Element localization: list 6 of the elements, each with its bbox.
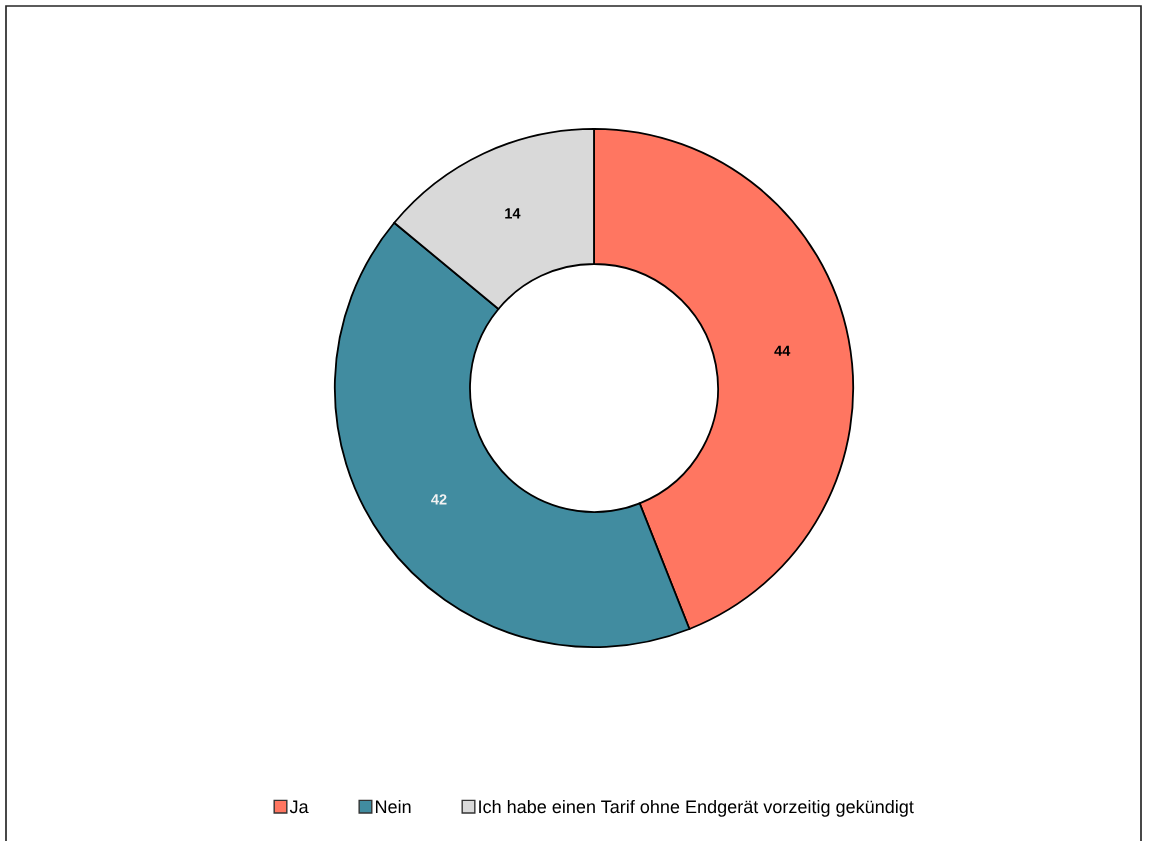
data-label: 42 <box>431 494 447 505</box>
data-label: 44 <box>774 345 791 356</box>
data-label: 14 <box>505 208 521 219</box>
legend-label: Nein <box>375 799 411 814</box>
legend-label: Ich habe einen Tarif ohne Endgerät vorzeitig gekündigt <box>479 799 914 817</box>
legend-label: Ja <box>289 800 309 814</box>
